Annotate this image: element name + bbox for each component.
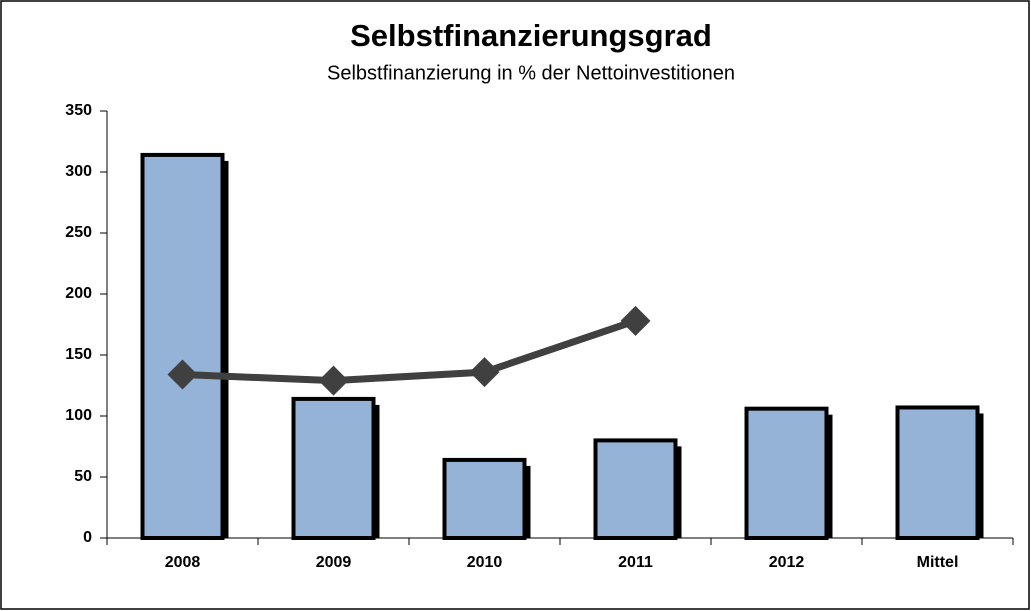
x-tick-label: 2009 <box>316 554 352 571</box>
bar <box>291 396 376 541</box>
y-tick-label: 250 <box>65 224 92 241</box>
x-tick-label: 2012 <box>769 554 805 571</box>
x-tick-label: Mittel <box>917 554 959 571</box>
line-marker <box>620 305 651 336</box>
y-tick-label: 350 <box>65 102 92 119</box>
x-tick-label: 2010 <box>467 554 503 571</box>
y-tick-label: 50 <box>74 468 92 485</box>
line <box>182 317 637 385</box>
y-tick-label: 150 <box>65 346 92 363</box>
chart-subtitle: Selbstfinanzierung in % der Nettoinvesti… <box>327 62 735 84</box>
chart-title: Selbstfinanzierungsgrad <box>350 18 712 53</box>
x-tick-label: 2011 <box>618 554 653 571</box>
y-tick-label: 300 <box>65 163 92 180</box>
y-tick-label: 0 <box>83 529 92 546</box>
line-marker <box>167 359 198 390</box>
line-marker <box>318 365 349 396</box>
bar <box>442 457 527 541</box>
y-tick-label: 100 <box>65 407 92 424</box>
bar <box>895 405 980 540</box>
line-marker <box>469 357 500 388</box>
y-tick-label: 200 <box>65 285 92 302</box>
bar <box>744 406 829 540</box>
x-tick-label: 2008 <box>165 554 201 571</box>
bar <box>140 152 225 540</box>
bar <box>593 438 678 540</box>
